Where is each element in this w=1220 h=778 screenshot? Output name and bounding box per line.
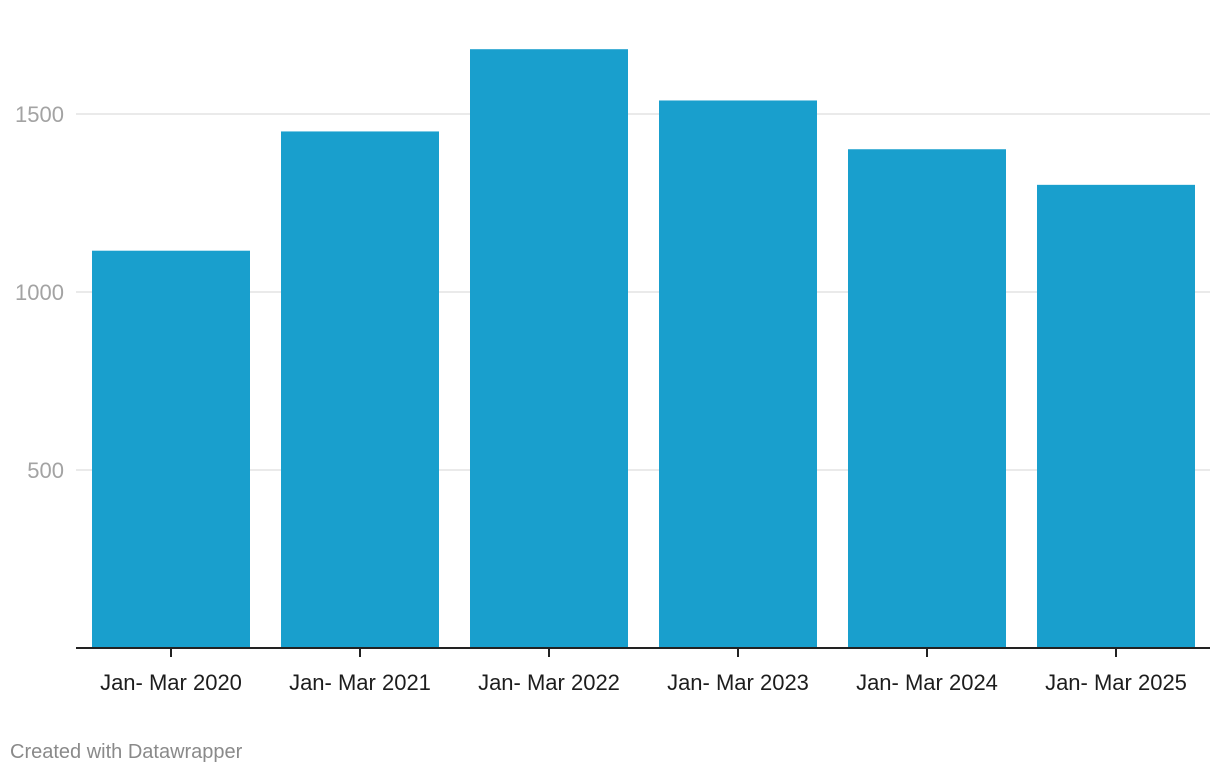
bars (92, 49, 1195, 649)
datawrapper-credit: Created with Datawrapper (10, 741, 243, 763)
x-tick-label: Jan- Mar 2020 (100, 670, 242, 695)
bar (92, 250, 250, 649)
x-axis (76, 647, 1210, 657)
x-tick-label: Jan- Mar 2021 (289, 670, 431, 695)
x-tick-label: Jan- Mar 2024 (856, 670, 998, 695)
x-axis-tick-labels: Jan- Mar 2020 Jan- Mar 2021 Jan- Mar 2022 J… (100, 670, 1187, 695)
x-tick-label: Jan- Mar 2025 (1045, 670, 1187, 695)
y-tick-label: 500 (27, 458, 64, 483)
y-axis-tick-labels: 500 1000 1500 (15, 102, 64, 483)
bar (470, 49, 628, 648)
bar (659, 100, 817, 649)
x-tick-label: Jan- Mar 2022 (478, 670, 620, 695)
y-tick-label: 1000 (15, 280, 64, 305)
bar (848, 149, 1006, 648)
bar (1037, 184, 1195, 648)
bar (281, 131, 439, 649)
x-tick-label: Jan- Mar 2023 (667, 670, 809, 695)
gridlines (76, 113, 1210, 471)
y-tick-label: 1500 (15, 102, 64, 127)
